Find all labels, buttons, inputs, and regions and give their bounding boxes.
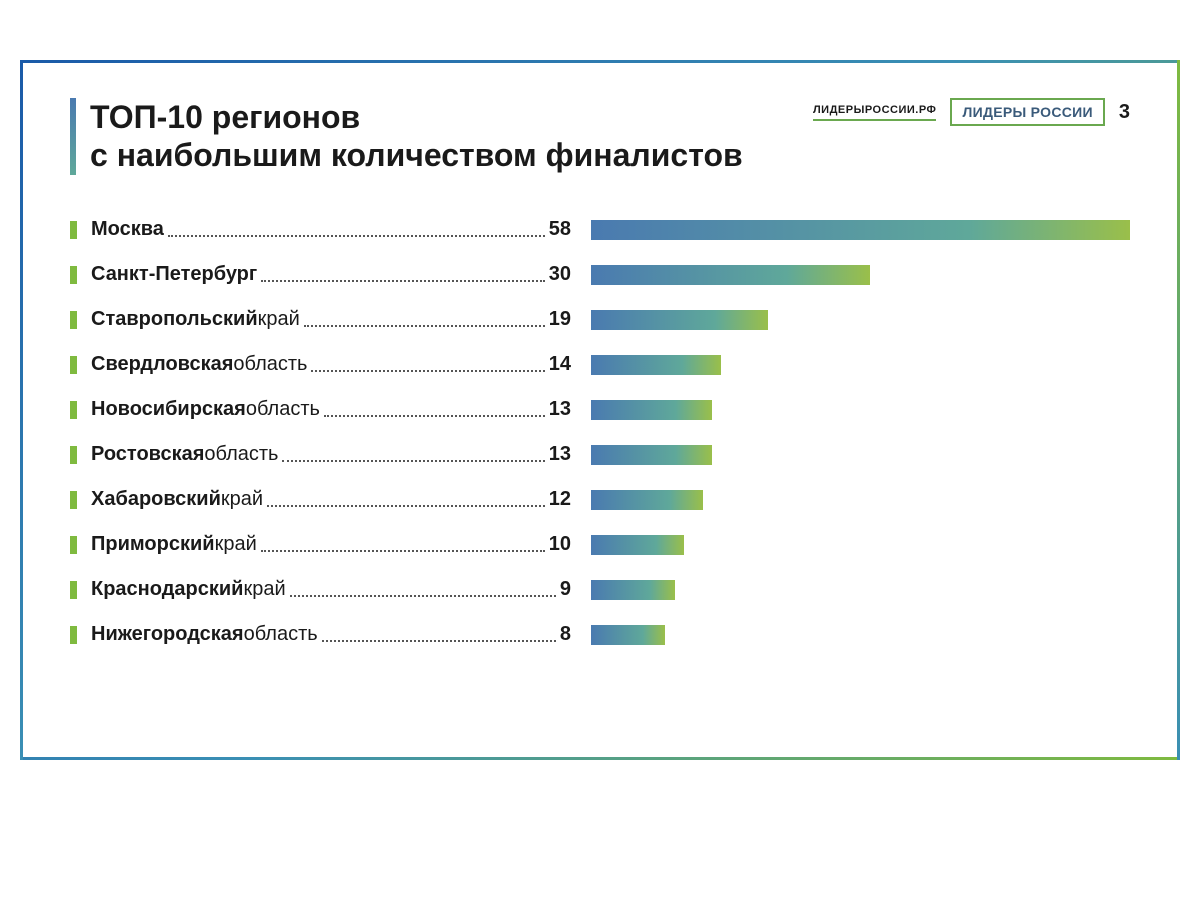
dot-leader (261, 280, 545, 282)
row-label: Ростовская область 13 (91, 443, 571, 466)
bullet-icon (70, 356, 77, 374)
row-label: Хабаровский край 12 (91, 488, 571, 511)
label-bold: Ростовская (91, 443, 204, 466)
bullet-icon (70, 581, 77, 599)
label-bold: Москва (91, 218, 164, 241)
title-block: ТОП-10 регионов с наибольшим количеством… (70, 98, 743, 175)
chart-row: Краснодарский край 9 (70, 575, 1130, 605)
label-regular: край (221, 488, 263, 511)
label-bold: Ставропольский (91, 308, 258, 331)
dot-leader (304, 325, 545, 327)
chart-row: Ставропольский край 19 (70, 305, 1130, 335)
dot-leader (282, 460, 544, 462)
bar-fill (591, 580, 675, 600)
brand-badge: ЛИДЕРЫ РОССИИ (950, 98, 1104, 126)
chart-row: Свердловская область 14 (70, 350, 1130, 380)
label-bold: Приморский (91, 533, 215, 556)
bullet-icon (70, 401, 77, 419)
dot-leader (322, 640, 556, 642)
label-regular: край (243, 578, 285, 601)
bar-fill (591, 490, 703, 510)
chart-row: Нижегородская область 8 (70, 620, 1130, 650)
row-value: 30 (549, 263, 571, 286)
label-regular: область (233, 353, 307, 376)
row-label: Ставропольский край 19 (91, 308, 571, 331)
row-value: 14 (549, 353, 571, 376)
dot-leader (311, 370, 544, 372)
bar-fill (591, 310, 768, 330)
bar-fill (591, 535, 684, 555)
label-regular: край (215, 533, 257, 556)
row-label: Нижегородская область 8 (91, 623, 571, 646)
row-label: Москва 58 (91, 218, 571, 241)
bar-fill (591, 445, 712, 465)
dot-leader (168, 235, 545, 237)
bullet-icon (70, 311, 77, 329)
label-bold: Краснодарский (91, 578, 243, 601)
bar-track (591, 580, 1130, 600)
chart-row: Москва 58 (70, 215, 1130, 245)
row-value: 8 (560, 623, 571, 646)
bar-fill (591, 625, 665, 645)
site-url-label: ЛИДЕРЫРОССИИ.РФ (813, 104, 937, 121)
label-bold: Свердловская (91, 353, 233, 376)
label-bold: Новосибирская (91, 398, 246, 421)
bullet-icon (70, 221, 77, 239)
row-label: Приморский край 10 (91, 533, 571, 556)
row-label: Краснодарский край 9 (91, 578, 571, 601)
label-regular: область (244, 623, 318, 646)
label-regular: область (246, 398, 320, 421)
dot-leader (290, 595, 556, 597)
page-title: ТОП-10 регионов с наибольшим количеством… (90, 98, 743, 175)
bar-track (591, 355, 1130, 375)
label-bold: Нижегородская (91, 623, 244, 646)
chart-row: Санкт-Петербург 30 (70, 260, 1130, 290)
bar-fill (591, 220, 1130, 240)
dot-leader (324, 415, 545, 417)
bar-track (591, 400, 1130, 420)
bar-track (591, 535, 1130, 555)
chart-row: Ростовская область 13 (70, 440, 1130, 470)
bullet-icon (70, 446, 77, 464)
row-label: Новосибирская область 13 (91, 398, 571, 421)
label-bold: Санкт-Петербург (91, 263, 257, 286)
row-value: 13 (549, 398, 571, 421)
infographic-frame: ТОП-10 регионов с наибольшим количеством… (20, 60, 1180, 760)
page-number: 3 (1119, 101, 1130, 124)
row-value: 13 (549, 443, 571, 466)
bar-fill (591, 355, 721, 375)
row-value: 10 (549, 533, 571, 556)
bar-chart: Москва 58 Санкт-Петербург 30 Ставропольский … (70, 215, 1130, 650)
header-right: ЛИДЕРЫРОССИИ.РФ ЛИДЕРЫ РОССИИ 3 (813, 98, 1130, 126)
label-bold: Хабаровский (91, 488, 221, 511)
row-label: Санкт-Петербург 30 (91, 263, 571, 286)
header: ТОП-10 регионов с наибольшим количеством… (70, 98, 1130, 175)
row-value: 19 (549, 308, 571, 331)
title-accent-bar (70, 98, 76, 175)
label-regular: область (204, 443, 278, 466)
bullet-icon (70, 536, 77, 554)
dot-leader (261, 550, 545, 552)
row-value: 9 (560, 578, 571, 601)
dot-leader (267, 505, 545, 507)
bar-track (591, 490, 1130, 510)
chart-row: Хабаровский край 12 (70, 485, 1130, 515)
bar-track (591, 265, 1130, 285)
bar-fill (591, 265, 870, 285)
chart-row: Приморский край 10 (70, 530, 1130, 560)
row-value: 58 (549, 218, 571, 241)
bullet-icon (70, 491, 77, 509)
bar-track (591, 625, 1130, 645)
label-regular: край (258, 308, 300, 331)
bar-track (591, 310, 1130, 330)
row-value: 12 (549, 488, 571, 511)
bullet-icon (70, 266, 77, 284)
bar-track (591, 220, 1130, 240)
bar-fill (591, 400, 712, 420)
chart-row: Новосибирская область 13 (70, 395, 1130, 425)
bar-track (591, 445, 1130, 465)
bullet-icon (70, 626, 77, 644)
row-label: Свердловская область 14 (91, 353, 571, 376)
